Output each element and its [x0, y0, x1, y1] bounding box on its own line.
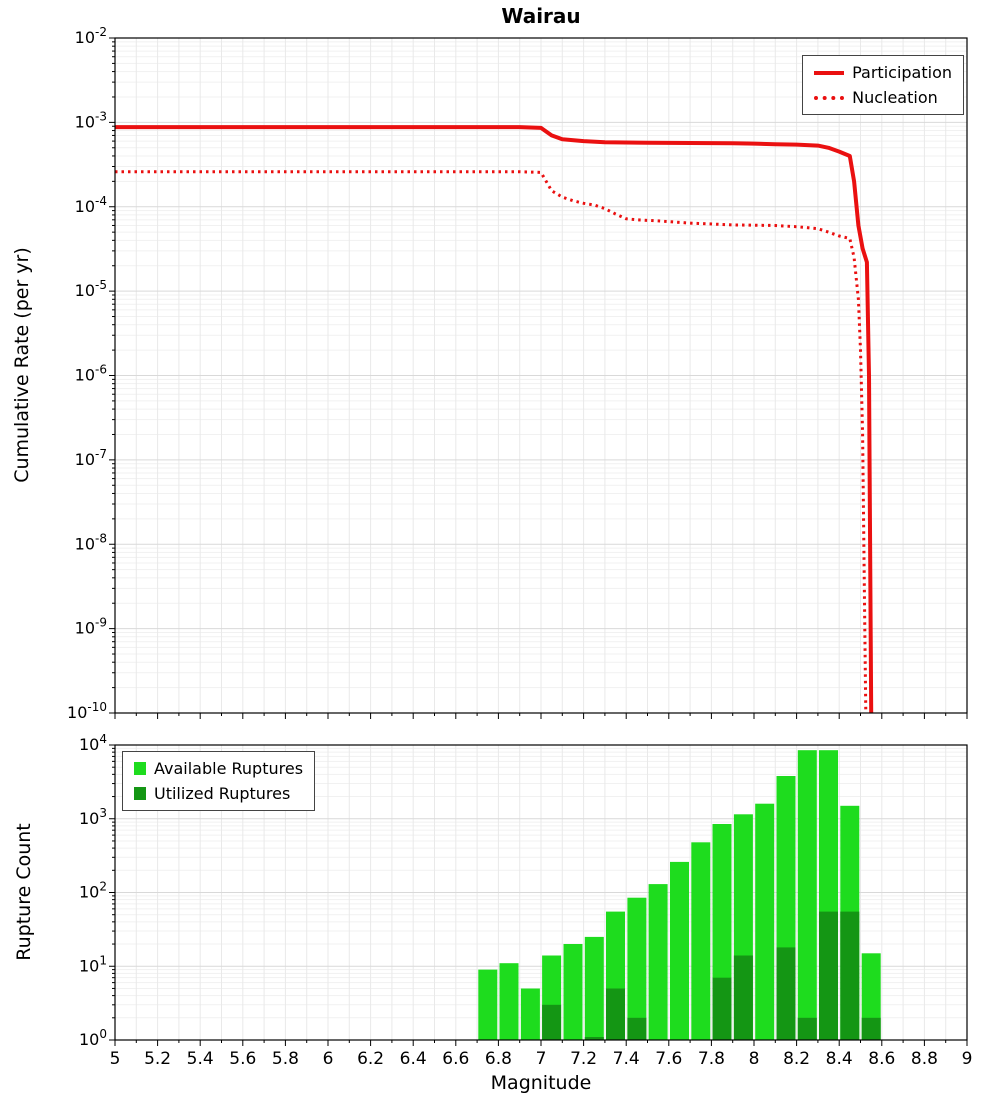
legend-item-participation: Participation — [814, 63, 952, 82]
available-bar — [670, 861, 689, 1040]
x-tick-label: 8 — [749, 1049, 760, 1069]
x-tick-label: 7.4 — [613, 1049, 640, 1069]
legend-item-nucleation: Nucleation — [814, 88, 952, 107]
x-tick-label: 8.4 — [826, 1049, 853, 1069]
x-tick-label: 8.8 — [911, 1049, 938, 1069]
utilized-bar — [776, 947, 796, 1040]
utilized-bar — [627, 1017, 647, 1040]
x-tick-label: 6.2 — [357, 1049, 384, 1069]
legend-item-utilized: Utilized Ruptures — [134, 784, 303, 803]
x-tick-label: 7.8 — [698, 1049, 725, 1069]
series-nucleation — [115, 170, 868, 714]
utilized-bar — [606, 988, 625, 1040]
x-tick-label: 6 — [323, 1049, 334, 1069]
available-bar — [584, 936, 604, 1040]
rate-chart: 10-2 10-3 10-4 10-5 10-6 10-7 10-8 10-9 10-10 — [67, 25, 968, 722]
y-tick-label: 101 — [79, 953, 107, 975]
available-bar — [797, 750, 817, 1040]
x-tick-label: 9 — [962, 1049, 973, 1069]
y-tick-label: 10-10 — [67, 700, 107, 722]
x-tick-label: 8.2 — [783, 1049, 810, 1069]
utilized-bar — [733, 955, 753, 1040]
y-axis-label-rate: Cumulative Rate (per yr) — [11, 247, 33, 483]
y-tick-label: 10-5 — [75, 278, 107, 300]
utilized-bar — [584, 1037, 604, 1040]
y-tick-label: 10-3 — [75, 109, 107, 131]
count-chart: 5 5.2 5.4 5.6 5.8 6 6.2 6.4 6.6 6.8 7 7.2 7.4 7.6 7.8 8… — [79, 732, 972, 1069]
y-axis-label-count: Rupture Count — [13, 823, 35, 961]
utilized-bar — [542, 1004, 562, 1040]
available-ruptures-swatch — [134, 762, 146, 775]
utilized-bar — [712, 977, 732, 1040]
utilized-bar — [861, 1017, 881, 1040]
legend-label-utilized: Utilized Ruptures — [154, 784, 291, 803]
x-tick-label: 7.2 — [570, 1049, 597, 1069]
chart-title: Wairau — [501, 4, 581, 28]
y-tick-label: 10-4 — [75, 194, 107, 216]
y-tick-label: 100 — [79, 1027, 107, 1049]
series-participation — [115, 125, 874, 714]
x-tick-label: 7 — [536, 1049, 547, 1069]
available-bar — [691, 842, 711, 1040]
y-tick-label: 103 — [79, 806, 107, 828]
participation-line-swatch — [814, 70, 845, 75]
x-tick-label: 6.6 — [442, 1049, 469, 1069]
available-bar — [648, 884, 668, 1040]
y-tick-label: 10-8 — [75, 531, 107, 553]
utilized-bar — [797, 1017, 817, 1040]
available-bar — [755, 803, 775, 1040]
y-tick-label: 10-9 — [75, 616, 107, 638]
utilized-bar — [819, 911, 838, 1040]
utilized-ruptures-swatch — [134, 787, 146, 800]
available-bar — [499, 963, 519, 1040]
x-tick-label: 6.4 — [400, 1049, 427, 1069]
legend-label-participation: Participation — [852, 63, 952, 82]
x-tick-label: 5.4 — [187, 1049, 214, 1069]
x-tick-label: 8.6 — [868, 1049, 895, 1069]
legend-item-available: Available Ruptures — [134, 759, 303, 778]
available-bar — [520, 988, 540, 1040]
y-tick-label: 10-6 — [75, 363, 107, 385]
x-tick-label: 6.8 — [485, 1049, 512, 1069]
available-bar — [478, 969, 498, 1040]
y-tick-label: 102 — [79, 880, 107, 902]
x-tick-label: 5.2 — [144, 1049, 171, 1069]
legend-label-nucleation: Nucleation — [852, 88, 938, 107]
legend-ruptures: Available Ruptures Utilized Ruptures — [122, 751, 316, 811]
utilized-bar — [840, 911, 860, 1040]
available-bar — [627, 897, 647, 1040]
x-tick-label: 5 — [110, 1049, 121, 1069]
x-tick-label: 7.6 — [655, 1049, 682, 1069]
legend-label-available: Available Ruptures — [154, 759, 304, 778]
x-tick-label: 5.6 — [229, 1049, 256, 1069]
y-tick-label: 104 — [79, 732, 107, 754]
y-tick-label: 10-2 — [75, 25, 107, 47]
x-tick-label: 5.8 — [272, 1049, 299, 1069]
y-tick-label: 10-7 — [75, 447, 107, 469]
legend-rates: Participation Nucleation — [802, 55, 964, 115]
nucleation-line-swatch — [814, 95, 845, 100]
x-axis-label: Magnitude — [490, 1072, 592, 1094]
available-bar — [563, 944, 583, 1040]
